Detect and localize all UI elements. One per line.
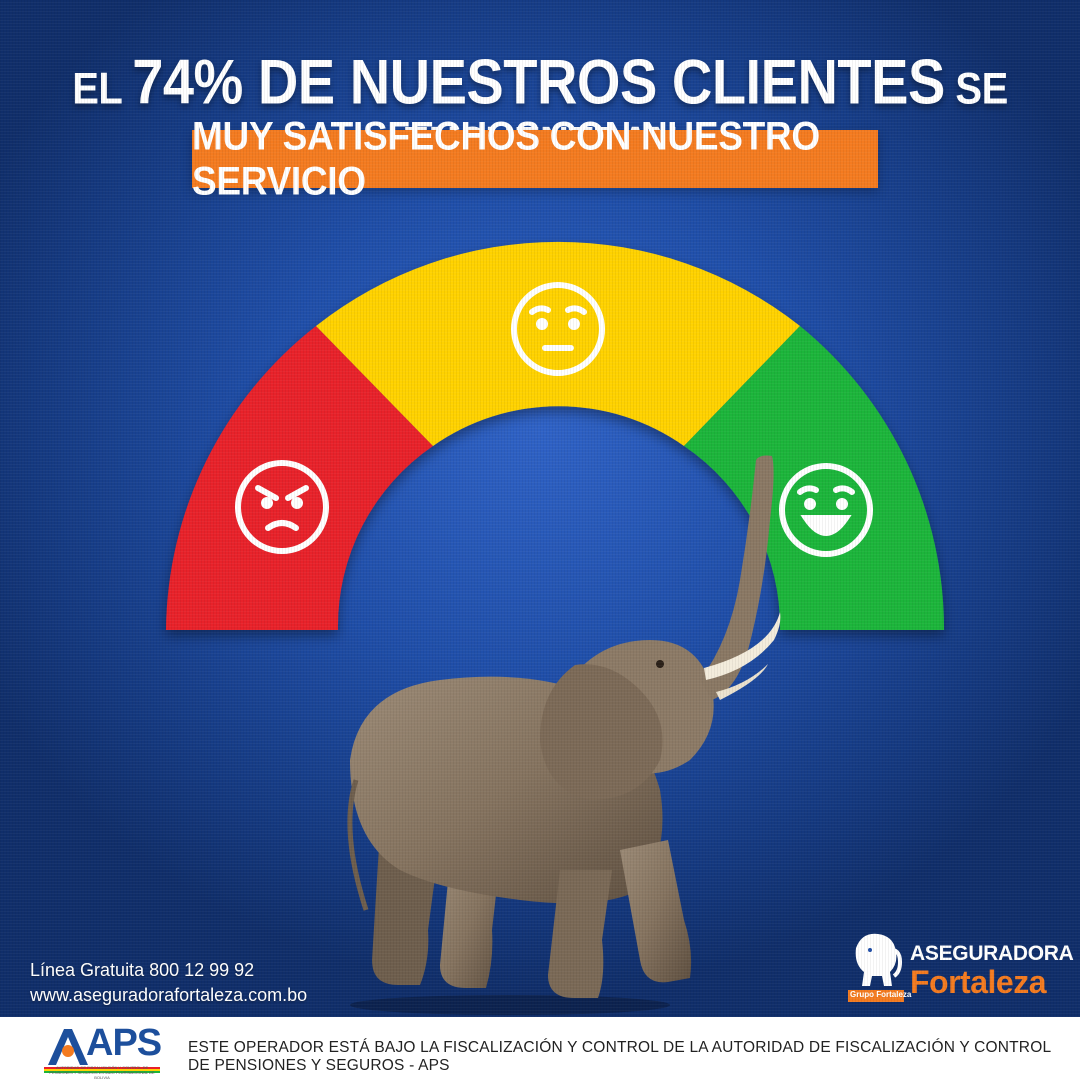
phone-line: Línea Gratuita 800 12 99 92 — [30, 960, 255, 980]
brand-main-text: Fortaleza — [910, 964, 1046, 1000]
headline: EL 74% DE NUESTROS CLIENTES SE ENCUENTRA… — [0, 45, 1080, 168]
happy-face-icon — [779, 463, 873, 557]
brand-top-text: ASEGURADORA — [910, 942, 1074, 965]
gauge-segment-yellow — [316, 241, 800, 446]
subheadline: MUY SATISFECHOS CON NUESTRO SERVICIO — [192, 113, 820, 204]
brand-sub-text: Grupo Fortaleza — [850, 990, 912, 999]
brand-logo-block: ASEGURADORA Fortaleza Grupo Fortaleza — [848, 928, 1074, 1004]
ad-canvas: EL 74% DE NUESTROS CLIENTES SE ENCUENTRA… — [0, 0, 1080, 1017]
headline-part1: EL — [72, 64, 133, 114]
contact-info: Línea Gratuita 800 12 99 92 www.asegurad… — [30, 958, 307, 1008]
aps-logo-text: APS — [86, 1022, 162, 1064]
satisfaction-gauge — [166, 241, 945, 1015]
aps-logo-icon — [44, 1029, 160, 1073]
angry-face-icon — [235, 460, 329, 554]
gauge-segment-red — [166, 326, 433, 630]
neutral-face-icon — [511, 282, 605, 376]
footer: APS AUTORIDAD DE FISCALIZACIÓN Y CONTROL… — [0, 1017, 1080, 1080]
gauge-segment-green — [684, 326, 945, 630]
elephant-illustration — [347, 455, 781, 1015]
aps-logo-subtext: AUTORIDAD DE FISCALIZACIÓN Y CONTROL DE … — [49, 1065, 155, 1080]
elephant-logo-icon — [848, 933, 904, 1002]
website-link[interactable]: www.aseguradorafortaleza.com.bo — [30, 985, 308, 1005]
subheadline-banner: MUY SATISFECHOS CON NUESTRO SERVICIO — [192, 114, 878, 203]
headline-part2: 74% DE NUESTROS CLIENTES — [132, 46, 945, 118]
regulatory-note: ESTE OPERADOR ESTÁ BAJO LA FISCALIZACIÓN… — [188, 1039, 1051, 1074]
